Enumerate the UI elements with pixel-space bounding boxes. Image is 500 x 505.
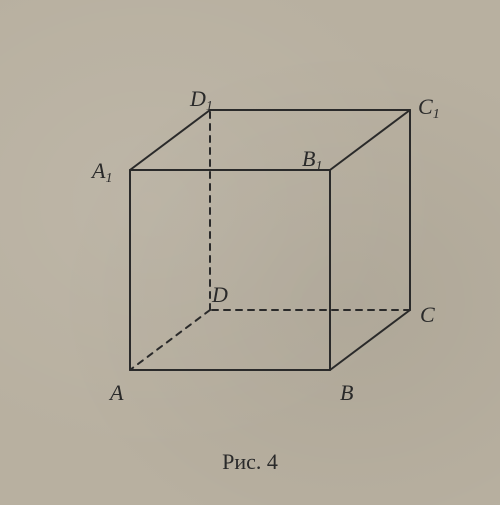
edge-D1-A1 (130, 110, 210, 170)
vertex-label-C: C (420, 302, 435, 328)
vertex-label-D: D (212, 282, 228, 308)
vertex-label-C1: C1 (418, 94, 440, 120)
edge-B-C (330, 310, 410, 370)
vertex-label-A: A (110, 380, 123, 406)
cube-svg (50, 50, 450, 410)
vertex-label-A1: A1 (92, 158, 112, 184)
cube-diagram: A B C D A1 B1 C1 D1 (50, 50, 450, 410)
figure-caption: Рис. 4 (0, 449, 500, 475)
vertex-label-B1: B1 (302, 146, 322, 172)
vertex-label-B: B (340, 380, 353, 406)
vertex-label-D1: D1 (190, 86, 213, 112)
edge-B1-C1 (330, 110, 410, 170)
edge-D-A (130, 310, 210, 370)
